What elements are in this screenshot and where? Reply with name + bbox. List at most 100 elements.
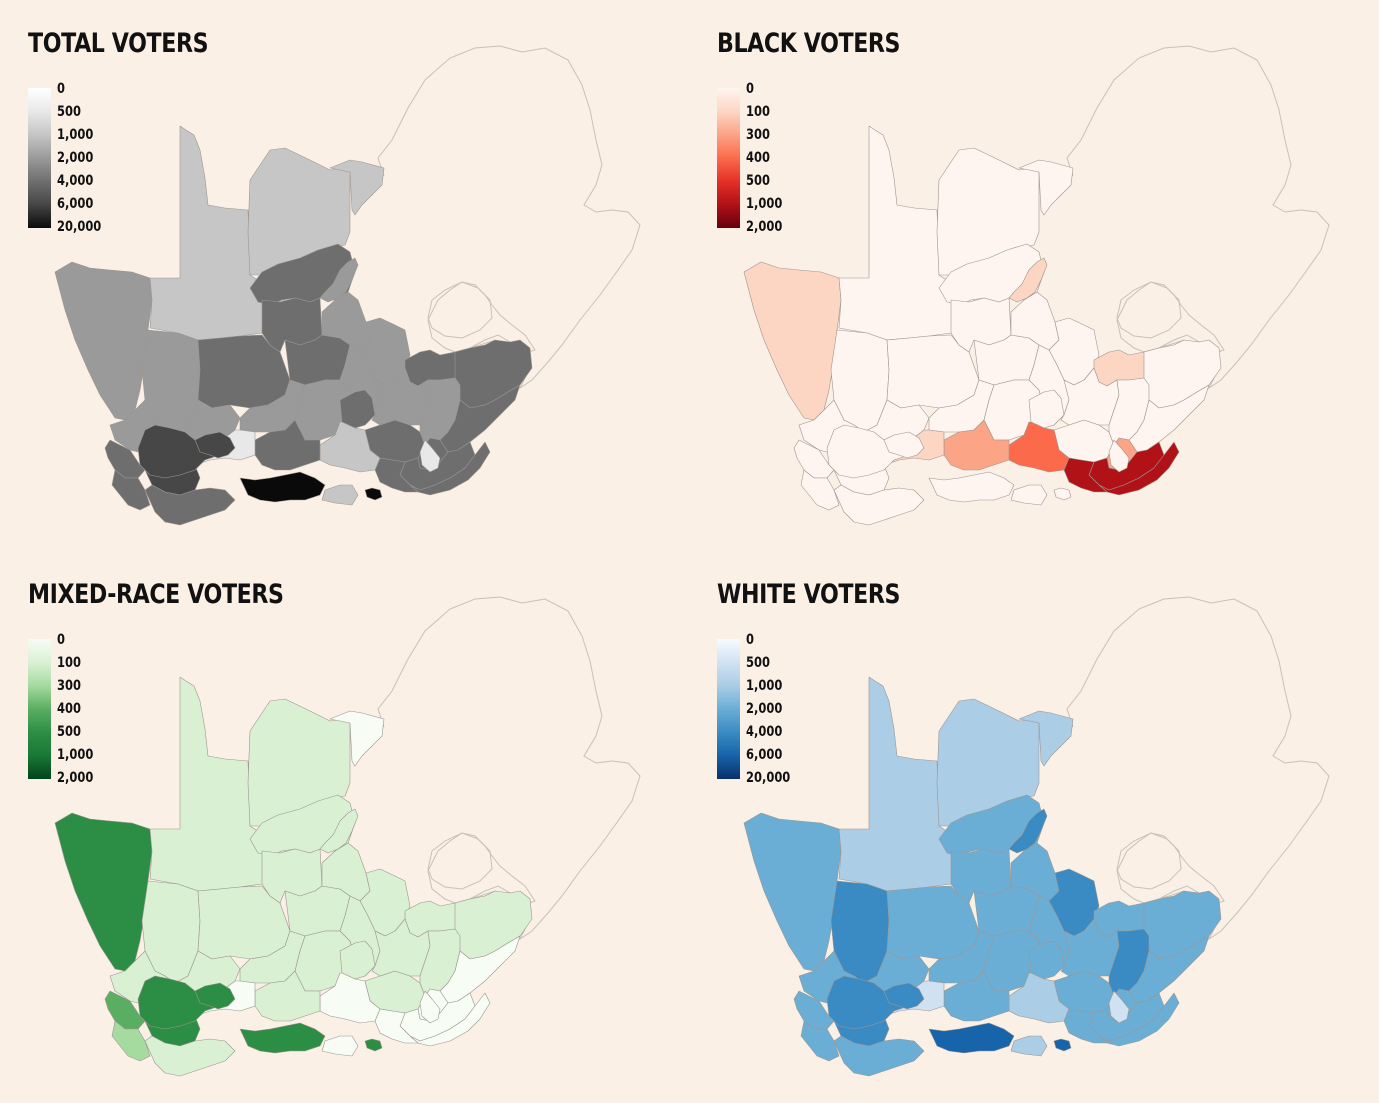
legend-label: 2,000 xyxy=(746,701,783,717)
legend-label: 500 xyxy=(57,724,81,740)
district-region xyxy=(1143,890,1222,960)
legend-color-bar xyxy=(717,88,740,228)
district-region xyxy=(409,992,491,1047)
district-region xyxy=(1010,1035,1048,1057)
enclave-outline xyxy=(427,832,493,890)
country-outline xyxy=(377,45,641,390)
legend-label: 1,000 xyxy=(57,747,94,763)
district-region xyxy=(833,484,925,526)
legend-label: 4,000 xyxy=(746,724,783,740)
district-region xyxy=(321,1035,359,1057)
country-outline xyxy=(1066,596,1330,941)
legend-label: 1,000 xyxy=(746,196,783,212)
legend-label: 0 xyxy=(746,632,754,648)
panel-title: TOTAL VOTERS xyxy=(28,28,209,59)
legend-label: 2,000 xyxy=(57,150,94,166)
choropleth-map xyxy=(54,45,641,526)
district-region xyxy=(239,1022,326,1054)
legend-label: 0 xyxy=(57,81,65,97)
panel-title: WHITE VOTERS xyxy=(717,579,901,610)
panel-black-voters: BLACK VOTERS 0 100 300 400 500 1,000 2,0… xyxy=(689,0,1378,551)
legend-label: 300 xyxy=(746,127,770,143)
panel-title: MIXED-RACE VOTERS xyxy=(28,579,284,610)
legend-label: 400 xyxy=(746,150,770,166)
district-region xyxy=(454,339,533,409)
district-region xyxy=(1108,990,1130,1024)
district-region xyxy=(111,469,151,511)
district-region xyxy=(144,1035,236,1077)
choropleth-map xyxy=(54,596,641,1077)
legend-label: 500 xyxy=(57,104,81,120)
district-region xyxy=(194,431,236,459)
panel-white-voters: WHITE VOTERS 0 500 1,000 2,000 4,000 6,0… xyxy=(689,551,1378,1102)
district-region xyxy=(54,812,153,972)
district-region xyxy=(1018,159,1074,216)
legend-label: 400 xyxy=(57,701,81,717)
district-region xyxy=(239,471,326,503)
legend-label: 500 xyxy=(746,655,770,671)
panel-title: BLACK VOTERS xyxy=(717,28,901,59)
legend-label: 100 xyxy=(57,655,81,671)
legend-label: 500 xyxy=(746,173,770,189)
legend-color-bar xyxy=(28,639,51,779)
district-region xyxy=(419,439,441,473)
legend-label: 20,000 xyxy=(57,219,102,235)
district-region xyxy=(800,469,840,511)
district-region xyxy=(883,982,925,1010)
district-region xyxy=(364,487,383,501)
district-region xyxy=(329,710,385,767)
country-outline xyxy=(1066,45,1330,390)
enclave-outline xyxy=(1116,281,1182,339)
district-region xyxy=(1053,1038,1072,1052)
district-region xyxy=(1008,257,1048,303)
legend-label: 6,000 xyxy=(57,196,94,212)
legend-label: 4,000 xyxy=(57,173,94,189)
district-region xyxy=(1008,808,1048,854)
district-region xyxy=(1010,484,1048,506)
choropleth-map xyxy=(743,45,1330,526)
legend-label: 0 xyxy=(746,81,754,97)
legend-label: 300 xyxy=(57,678,81,694)
district-region xyxy=(194,982,236,1010)
legend-color-bar xyxy=(28,88,51,228)
district-region xyxy=(1018,710,1074,767)
district-region xyxy=(743,812,842,972)
district-region xyxy=(111,1020,151,1062)
district-region xyxy=(319,808,359,854)
district-region xyxy=(833,1035,925,1077)
legend-label: 1,000 xyxy=(57,127,94,143)
country-outline xyxy=(377,596,641,941)
legend-label: 0 xyxy=(57,632,65,648)
district-region xyxy=(1143,339,1222,409)
legend-label: 100 xyxy=(746,104,770,120)
district-region xyxy=(54,261,153,421)
legend-label: 1,000 xyxy=(746,678,783,694)
enclave-outline xyxy=(427,281,493,339)
enclave-outline xyxy=(1116,832,1182,890)
district-region xyxy=(454,890,533,960)
district-region xyxy=(419,990,441,1024)
legend-label: 20,000 xyxy=(746,770,791,786)
legend-label: 2,000 xyxy=(746,219,783,235)
district-region xyxy=(144,484,236,526)
district-region xyxy=(1098,992,1180,1047)
district-region xyxy=(1053,487,1072,501)
district-region xyxy=(364,1038,383,1052)
district-region xyxy=(409,441,491,496)
panel-total-voters: TOTAL VOTERS 0 500 1,000 2,000 4,000 6,0… xyxy=(0,0,689,551)
district-region xyxy=(1108,439,1130,473)
legend-label: 6,000 xyxy=(746,747,783,763)
district-region xyxy=(928,1022,1015,1054)
district-region xyxy=(883,431,925,459)
panel-mixed-race-voters: MIXED-RACE VOTERS 0 100 300 400 500 1,00… xyxy=(0,551,689,1102)
legend-label: 2,000 xyxy=(57,770,94,786)
choropleth-map xyxy=(743,596,1330,1077)
district-region xyxy=(321,484,359,506)
district-region xyxy=(800,1020,840,1062)
district-region xyxy=(329,159,385,216)
district-region xyxy=(928,471,1015,503)
legend-color-bar xyxy=(717,639,740,779)
district-region xyxy=(1098,441,1180,496)
district-region xyxy=(319,257,359,303)
district-region xyxy=(743,261,842,421)
